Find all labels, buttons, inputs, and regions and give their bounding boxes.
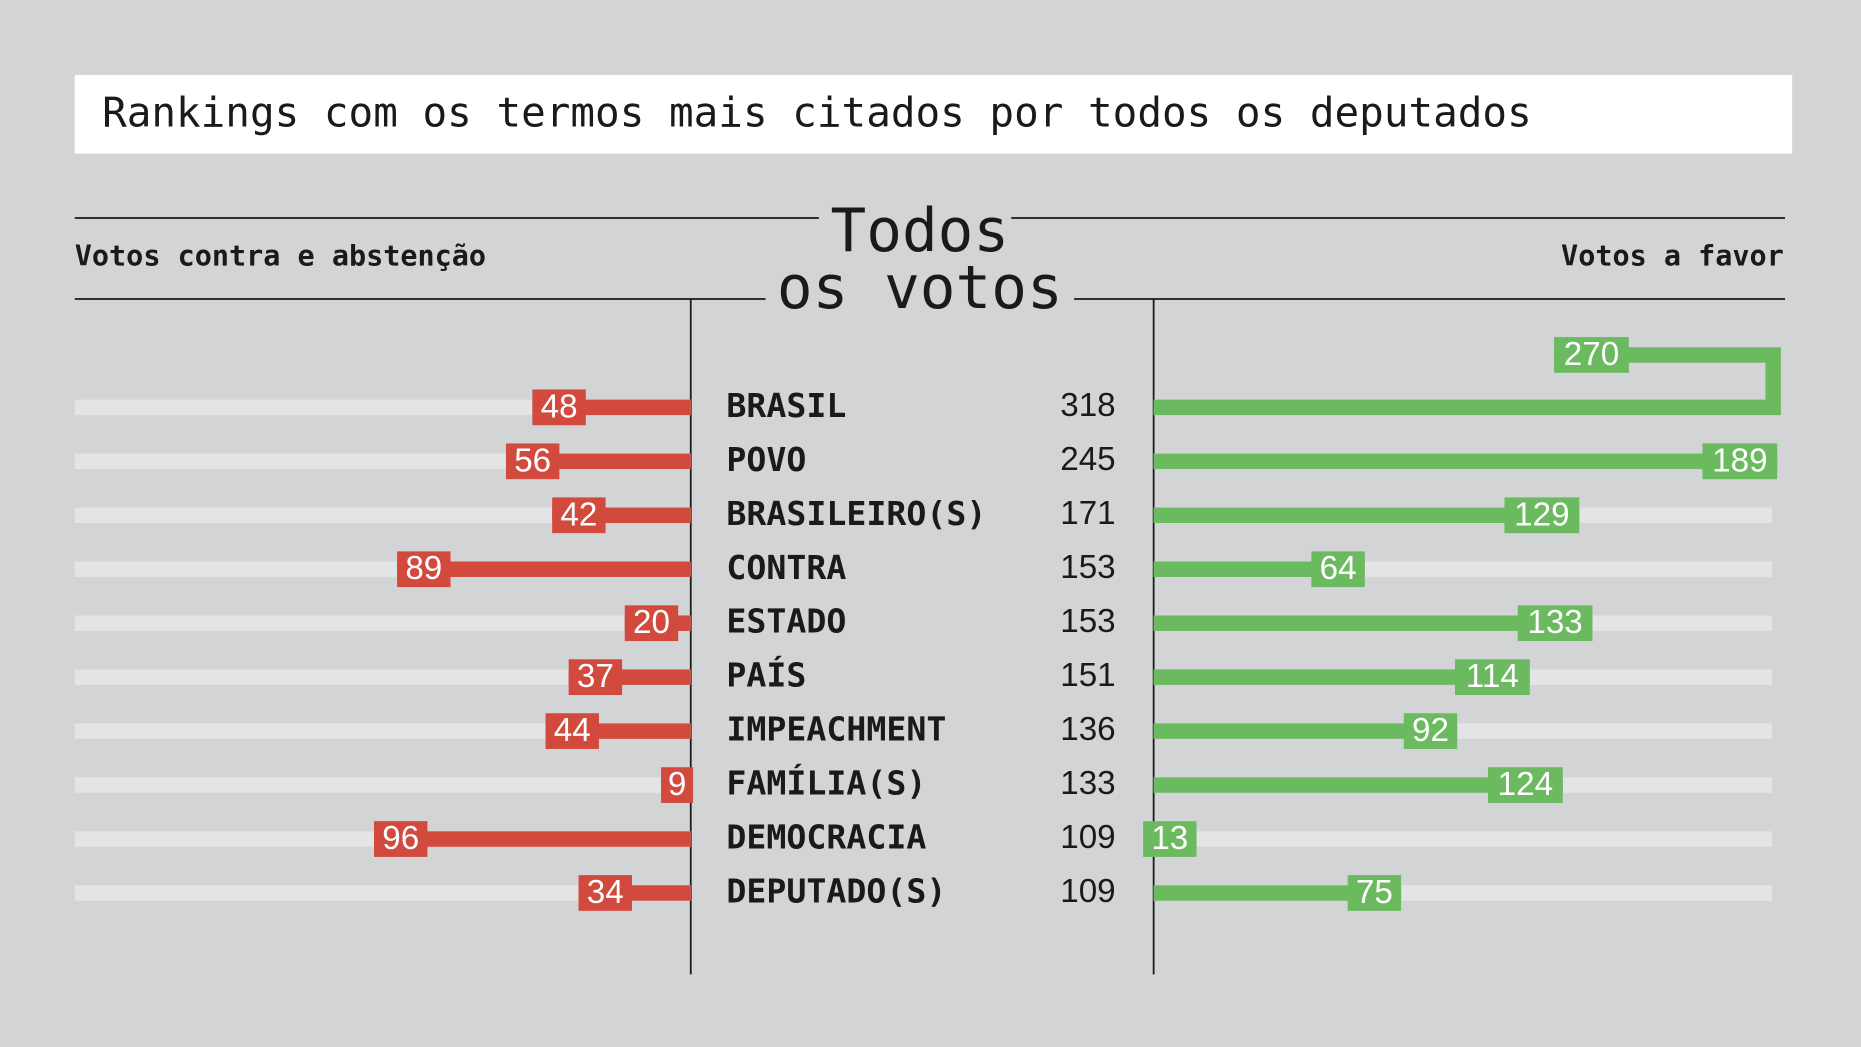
bar — [1153, 723, 1458, 739]
value-label: 133 — [1527, 604, 1582, 641]
value-label: 75 — [1356, 874, 1393, 911]
value-label: 37 — [577, 658, 614, 695]
value-box — [1403, 713, 1458, 749]
category-label: POVO — [726, 440, 806, 479]
track — [74, 777, 691, 793]
center-title: Todos — [831, 197, 1010, 266]
value-box — [568, 659, 623, 696]
bar — [1153, 453, 1778, 470]
category-label: DEMOCRACIA — [726, 817, 926, 856]
value-box — [661, 767, 694, 803]
value-box — [1487, 767, 1563, 803]
value-box — [1347, 875, 1402, 911]
left-label: Votos contra e abstenção — [75, 239, 486, 272]
total-label: 153 — [1060, 549, 1115, 586]
value-box — [624, 605, 679, 642]
total-label: 136 — [1060, 711, 1115, 748]
total-label: 245 — [1060, 441, 1115, 478]
total-label: 153 — [1060, 603, 1115, 640]
track — [74, 885, 691, 901]
value-box — [505, 443, 560, 480]
value-label: 124 — [1498, 766, 1553, 803]
bar — [1153, 615, 1593, 631]
value-label: 92 — [1412, 712, 1449, 749]
track — [1153, 831, 1772, 847]
bar — [397, 561, 691, 577]
value-label: 189 — [1712, 442, 1767, 479]
value-label: 20 — [633, 604, 670, 641]
total-label: 151 — [1060, 657, 1115, 694]
bar — [1153, 507, 1580, 524]
category-label: PAÍS — [726, 655, 806, 695]
value-box — [1143, 821, 1197, 857]
value-box — [1517, 605, 1593, 642]
value-label: 42 — [560, 496, 597, 533]
track — [74, 669, 691, 685]
value-label: 114 — [1466, 658, 1519, 695]
value-label: 89 — [405, 550, 442, 587]
value-label: 9 — [668, 766, 686, 803]
track — [74, 723, 691, 739]
value-label: 129 — [1514, 496, 1569, 533]
category-label: ESTADO — [726, 602, 846, 641]
category-label: BRASIL — [726, 386, 846, 425]
total-label: 171 — [1060, 495, 1115, 532]
value-box — [532, 389, 586, 426]
value-box — [374, 821, 428, 857]
category-label: IMPEACHMENT — [726, 710, 946, 749]
category-label: CONTRA — [726, 548, 846, 587]
total-label: 109 — [1060, 819, 1115, 856]
value-label: 13 — [1151, 820, 1188, 857]
value-label: 48 — [541, 388, 578, 425]
value-label: 56 — [514, 442, 551, 479]
title-box — [74, 75, 1793, 154]
category-label: BRASILEIRO(S) — [726, 494, 986, 533]
value-box — [397, 551, 451, 588]
chart-title: Rankings com os termos mais citados por … — [102, 88, 1532, 136]
value-box — [1311, 551, 1365, 588]
bar — [1153, 669, 1530, 685]
value-label: 44 — [554, 712, 591, 749]
value-label: 96 — [382, 820, 419, 857]
total-label: 133 — [1060, 765, 1115, 802]
value-box — [1554, 337, 1629, 373]
bar — [1153, 347, 1781, 416]
value-box — [545, 713, 599, 749]
track — [74, 615, 691, 631]
total-label: 109 — [1060, 873, 1115, 910]
right-label: Votos a favor — [1561, 239, 1784, 272]
category-label: FAMÍLIA(S) — [726, 763, 926, 803]
value-box — [552, 497, 606, 534]
category-label: DEPUTADO(S) — [726, 871, 946, 910]
bar — [374, 831, 691, 847]
track — [74, 507, 691, 524]
total-label: 318 — [1060, 387, 1115, 424]
value-box — [1454, 659, 1530, 696]
value-box — [1504, 497, 1580, 534]
bar — [1153, 777, 1563, 793]
value-label: 64 — [1320, 550, 1357, 587]
value-box — [1702, 443, 1778, 480]
value-label: 270 — [1564, 336, 1619, 373]
center-title: os votos — [777, 254, 1063, 323]
value-label: 34 — [587, 874, 624, 911]
value-box — [578, 875, 632, 911]
bar — [1153, 885, 1402, 901]
